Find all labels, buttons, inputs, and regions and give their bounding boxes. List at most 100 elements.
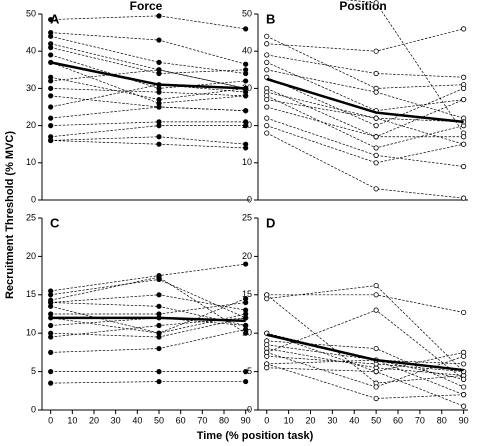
data-point xyxy=(156,368,162,375)
data-point xyxy=(243,123,249,129)
x-tick-label: 20 xyxy=(305,415,315,425)
data-point xyxy=(461,134,467,140)
data-point xyxy=(373,395,379,402)
data-point xyxy=(156,96,162,103)
x-tick-label: 50 xyxy=(154,415,164,425)
data-point xyxy=(264,52,270,58)
subject-line xyxy=(266,36,464,89)
subject-line xyxy=(50,279,246,319)
subject-line xyxy=(266,69,464,119)
subject-line xyxy=(50,121,246,126)
data-point xyxy=(264,67,270,73)
y-tick-label: 10 xyxy=(26,157,36,167)
subject-line xyxy=(266,344,464,365)
data-point xyxy=(48,322,54,329)
data-point xyxy=(156,292,162,298)
data-point xyxy=(156,123,162,129)
data-point xyxy=(156,303,162,309)
data-point xyxy=(156,67,162,73)
data-point xyxy=(243,296,249,302)
subject-line xyxy=(266,117,464,167)
y-tick-label: 0 xyxy=(31,404,36,414)
y-tick-label: 25 xyxy=(242,212,252,222)
subject-line xyxy=(50,381,246,384)
y-tick-label: 15 xyxy=(26,289,36,299)
data-point xyxy=(48,349,54,355)
mean-line xyxy=(50,61,246,90)
subject-line xyxy=(50,84,246,108)
subject-line xyxy=(50,76,246,100)
data-point xyxy=(243,145,249,151)
data-point xyxy=(156,274,162,280)
data-point xyxy=(48,85,54,92)
data-point xyxy=(156,59,162,65)
y-tick-label: 0 xyxy=(247,194,252,204)
data-point xyxy=(264,365,270,371)
column-title: Position xyxy=(339,0,386,13)
data-point xyxy=(243,261,249,267)
data-point xyxy=(373,70,379,77)
data-point xyxy=(156,89,162,95)
data-point xyxy=(264,33,270,39)
data-point xyxy=(461,163,467,170)
data-point xyxy=(243,378,249,385)
y-tick-label: 20 xyxy=(26,120,36,130)
data-point xyxy=(243,326,249,332)
data-point xyxy=(243,67,249,73)
data-point xyxy=(373,186,379,192)
data-point xyxy=(156,134,162,140)
data-point xyxy=(373,145,379,151)
data-point xyxy=(243,368,249,375)
data-point xyxy=(48,33,54,39)
data-point xyxy=(373,48,379,54)
y-tick-label: 5 xyxy=(31,366,36,376)
y-tick-label: 30 xyxy=(26,83,36,93)
data-point xyxy=(264,104,270,110)
x-tick-label: 30 xyxy=(327,415,337,425)
subject-line xyxy=(50,47,246,74)
data-point xyxy=(48,334,54,340)
y-tick-label: 0 xyxy=(31,194,36,204)
subject-line xyxy=(50,35,246,74)
data-point xyxy=(373,152,379,158)
subject-line xyxy=(50,294,246,311)
subject-line xyxy=(266,294,464,313)
y-tick-label: 25 xyxy=(26,212,36,222)
x-tick-label: 40 xyxy=(349,415,359,425)
data-point xyxy=(156,378,162,385)
data-point xyxy=(373,307,379,313)
column-title: Force xyxy=(130,0,163,13)
data-point xyxy=(461,376,467,382)
subject-line xyxy=(50,69,246,89)
data-point xyxy=(461,26,467,32)
panel-label: C xyxy=(50,215,60,230)
data-point xyxy=(48,368,54,375)
subject-line xyxy=(50,62,246,104)
data-point xyxy=(373,115,379,121)
panel-label: D xyxy=(266,215,275,230)
subject-line xyxy=(50,276,246,334)
data-point xyxy=(48,303,54,309)
data-point xyxy=(156,322,162,329)
subject-line xyxy=(266,125,464,164)
x-axis-label: Time (% position task) xyxy=(197,430,314,442)
data-point xyxy=(156,334,162,340)
subject-line xyxy=(266,132,464,199)
subject-line xyxy=(50,263,246,292)
y-tick-label: 5 xyxy=(247,366,252,376)
data-point xyxy=(243,108,249,114)
data-point xyxy=(264,292,270,298)
data-point xyxy=(48,104,54,110)
data-point xyxy=(48,78,54,84)
data-point xyxy=(373,384,379,390)
y-tick-label: 10 xyxy=(242,328,252,338)
data-point xyxy=(461,141,467,147)
y-tick-label: 15 xyxy=(242,289,252,299)
x-tick-label: 60 xyxy=(176,415,186,425)
x-tick-label: 90 xyxy=(241,415,251,425)
x-tick-label: 70 xyxy=(197,415,207,425)
y-tick-label: 20 xyxy=(242,251,252,261)
data-point xyxy=(264,123,270,129)
subject-line xyxy=(266,99,464,123)
subject-line xyxy=(266,332,464,380)
